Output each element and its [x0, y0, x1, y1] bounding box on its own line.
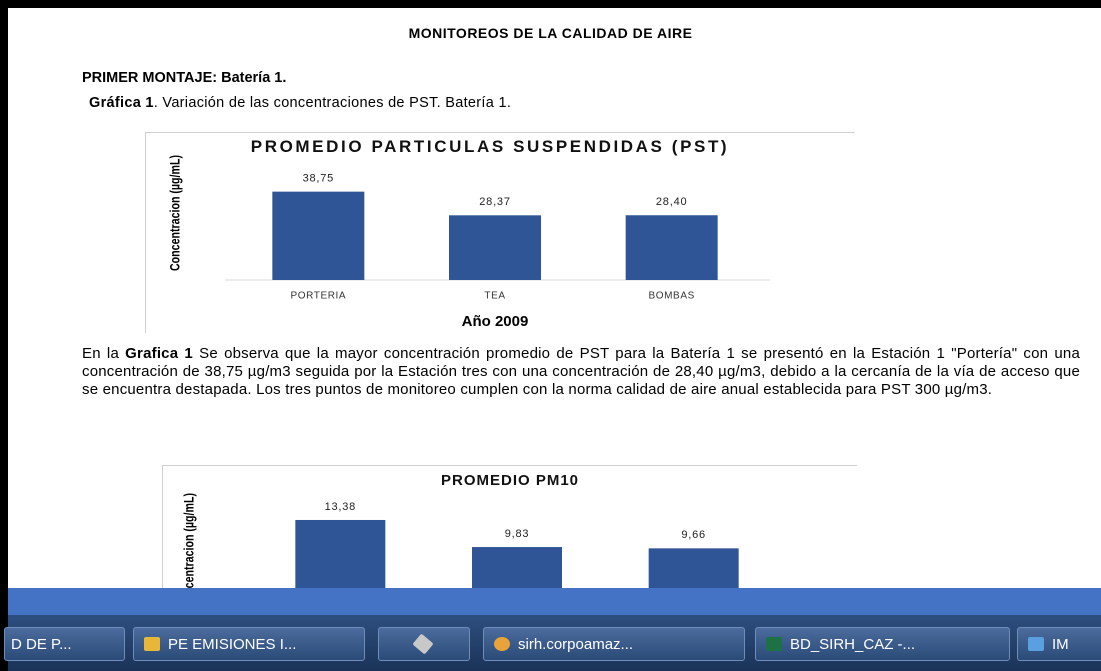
- paragraph: En la Grafica 1 Se observa que la mayor …: [82, 345, 1080, 399]
- browser-icon: [494, 637, 510, 651]
- y-axis-label: Concentracion (µg/mL): [181, 493, 197, 609]
- value-label: 13,38: [325, 501, 357, 513]
- window-status-strip: [8, 588, 1101, 615]
- folder-icon: [144, 637, 160, 651]
- caption: Gráfica 1. Variación de las concentracio…: [89, 95, 511, 111]
- task-label: IM: [1052, 636, 1069, 653]
- window-frame: [0, 0, 8, 671]
- task-label: PE EMISIONES I...: [168, 636, 297, 653]
- task-button[interactable]: D DE P...: [4, 627, 125, 661]
- paragraph-bold: Grafica 1: [125, 345, 193, 362]
- bar: [272, 191, 365, 280]
- window-frame: [0, 0, 1101, 8]
- task-label: BD_SIRH_CAZ -...: [790, 636, 916, 653]
- value-label: 38,75: [303, 173, 335, 185]
- paragraph-text: Se observa que la mayor concentración pr…: [82, 345, 1080, 398]
- x-tick-label: BOMBAS: [648, 291, 694, 302]
- task-button[interactable]: IM: [1017, 627, 1101, 661]
- caption-label: Gráfica 1: [89, 95, 154, 111]
- chart: Concentracion (µg/mL) 38,75 PORTERIA 28,37 T…: [145, 132, 855, 333]
- x-tick-label: TEA: [484, 291, 505, 302]
- paragraph-lead: En la: [82, 345, 126, 362]
- task-button[interactable]: [378, 627, 470, 661]
- chart-title: PROMEDIO PM10: [440, 472, 580, 489]
- chart-title: PROMEDIO PARTICULAS SUSPENDIDAS (PST): [250, 137, 730, 156]
- value-label: 28,37: [479, 196, 511, 208]
- caption-text: . Variación de las concentraciones de PS…: [153, 95, 512, 111]
- value-label: 9,66: [681, 529, 706, 541]
- value-label: 9,83: [505, 528, 530, 540]
- bar: [625, 215, 718, 280]
- tool-icon: [412, 633, 434, 655]
- task-button[interactable]: PE EMISIONES I...: [133, 627, 365, 661]
- section-title: PRIMER MONTAJE: Batería 1.: [82, 70, 287, 86]
- x-axis-label: Año 2009: [462, 313, 529, 330]
- task-label: sirh.corpoamaz...: [518, 636, 634, 653]
- heading: MONITOREOS DE LA CALIDAD DE AIRE: [408, 25, 693, 41]
- taskbar: D DE P... PE EMISIONES I... sirh.corpoam…: [4, 615, 1101, 671]
- bar: [449, 215, 541, 280]
- x-tick-label: PORTERIA: [290, 291, 346, 302]
- y-axis-label: Concentracion (µg/mL): [167, 155, 183, 271]
- value-label: 28,40: [656, 196, 688, 208]
- window-icon: [1028, 637, 1044, 651]
- excel-icon: [766, 637, 782, 651]
- task-button[interactable]: sirh.corpoamaz...: [483, 627, 745, 661]
- task-button[interactable]: BD_SIRH_CAZ -...: [755, 627, 1010, 661]
- task-label: D DE P...: [11, 636, 72, 653]
